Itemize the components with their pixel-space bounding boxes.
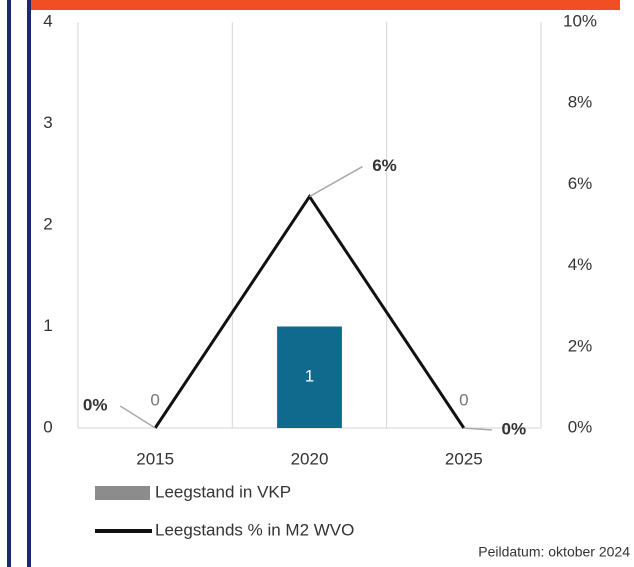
legend-label: Leegstand in VKP (155, 482, 291, 501)
y-tick-label: 4 (43, 11, 52, 30)
y2-tick-label: 8% (568, 93, 593, 112)
y-tick-label: 3 (43, 113, 52, 132)
y2-tick-label: 0% (568, 417, 593, 436)
x-tick-label: 2020 (291, 449, 329, 468)
x-tick-label: 2025 (445, 449, 483, 468)
leader-line (119, 405, 156, 429)
note: Peildatum: oktober 2024 (478, 544, 630, 560)
bar (277, 326, 342, 428)
leader-line (463, 427, 492, 431)
bar-value-label: 1 (305, 367, 314, 386)
frame-left (7, 0, 11, 567)
y-tick-label: 1 (43, 316, 52, 335)
x-tick-label: 2015 (136, 449, 174, 468)
leader-line (309, 165, 363, 198)
y-tick-label: 0 (43, 417, 52, 436)
bar-value-label: 0 (459, 390, 468, 409)
y2-tick-label: 6% (568, 174, 593, 193)
bar-value-label: 0 (150, 390, 159, 409)
title-banner (30, 0, 620, 10)
line-value-label: 6% (372, 156, 397, 175)
y2-tick-label: 2% (568, 336, 593, 355)
y2-tick-label: 10% (563, 11, 597, 30)
line-value-label: 0% (83, 395, 108, 414)
y2-tick-label: 4% (568, 255, 593, 274)
y-tick-label: 2 (43, 214, 52, 233)
line-value-label: 0% (502, 419, 527, 438)
legend-label: Leegstands % in M2 WVO (155, 520, 354, 539)
legend-swatch (95, 486, 150, 500)
frame-inner (27, 0, 31, 567)
